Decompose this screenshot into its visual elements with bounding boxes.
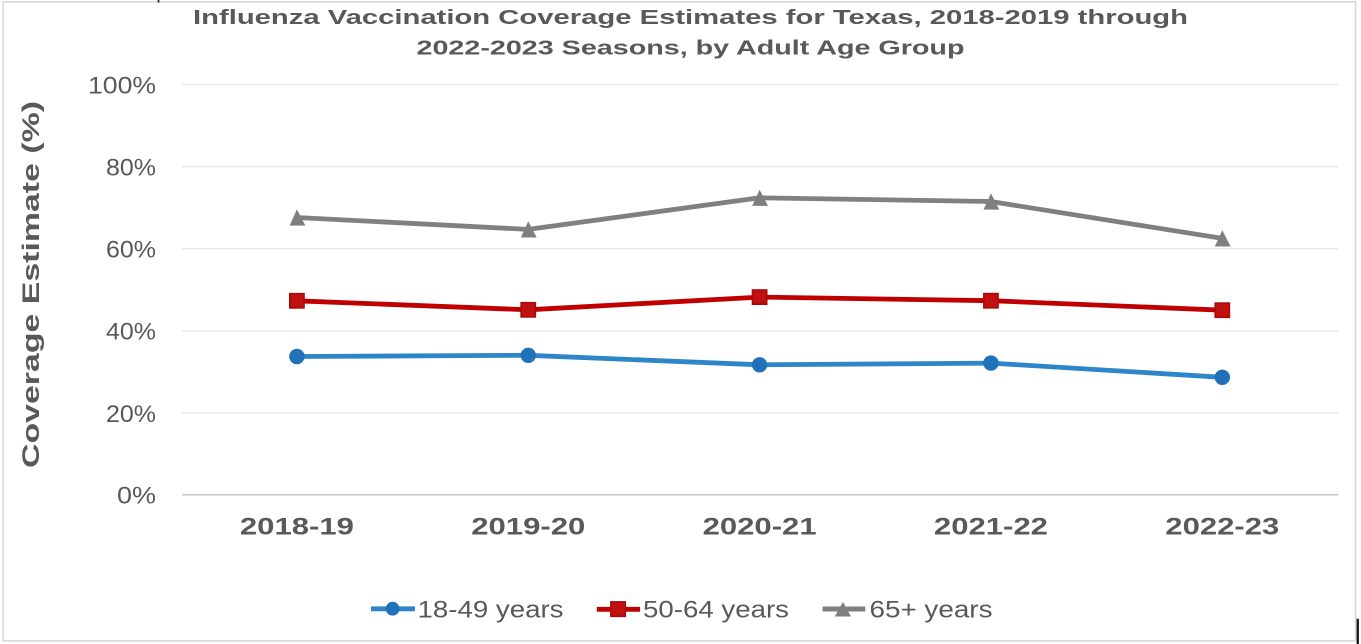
svg-text:20%: 20% xyxy=(106,401,156,428)
svg-text:2021-22: 2021-22 xyxy=(934,514,1048,541)
svg-text:18-49 years: 18-49 years xyxy=(418,597,564,624)
svg-text:0%: 0% xyxy=(117,482,156,509)
svg-text:2020-21: 2020-21 xyxy=(703,514,817,541)
svg-text:2019-20: 2019-20 xyxy=(471,514,585,541)
svg-text:40%: 40% xyxy=(106,319,156,346)
svg-text:2022-23: 2022-23 xyxy=(1165,514,1279,541)
svg-text:60%: 60% xyxy=(106,237,156,264)
svg-text:100%: 100% xyxy=(88,72,156,99)
svg-text:65+ years: 65+ years xyxy=(870,597,993,624)
svg-text:80%: 80% xyxy=(106,155,156,182)
svg-text:50-64 years: 50-64 years xyxy=(643,597,789,624)
svg-text:2018-19: 2018-19 xyxy=(240,514,354,541)
svg-text:Coverage Estimate (%): Coverage Estimate (%) xyxy=(18,101,45,468)
svg-text:2022-2023 Seasons, by Adult Ag: 2022-2023 Seasons, by Adult Age Group xyxy=(417,38,965,60)
svg-text:Influenza Vaccination Coverage: Influenza Vaccination Coverage Estimates… xyxy=(193,7,1188,29)
